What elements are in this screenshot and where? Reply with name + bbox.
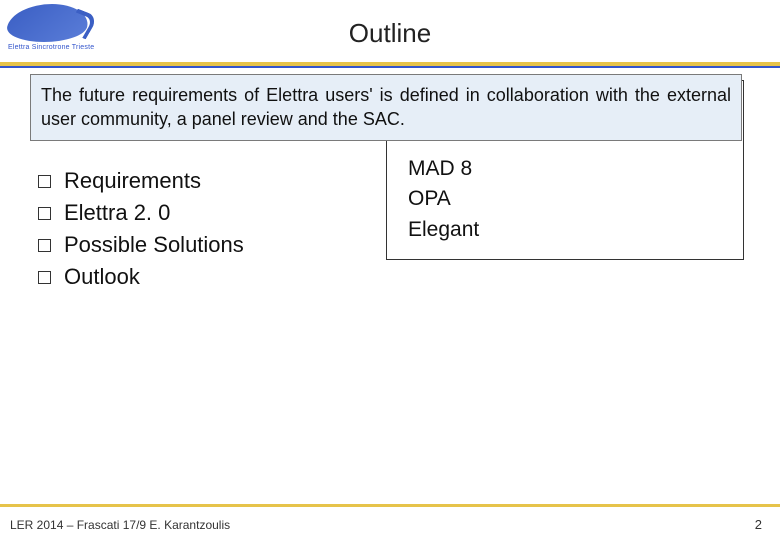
list-item-label: Elettra 2. 0 [64, 200, 170, 225]
list-item: Outlook [38, 264, 244, 290]
callout-box: The future requirements of Elettra users… [30, 74, 742, 141]
tools-list: MAD 8 OPA Elegant [386, 154, 744, 245]
callout-text: The future requirements of Elettra users… [41, 85, 731, 129]
page-number: 2 [755, 517, 762, 532]
list-item: Elettra 2. 0 [38, 200, 244, 226]
list-item: MAD 8 [408, 154, 744, 184]
list-item: Elegant [408, 215, 744, 245]
list-item-label: Outlook [64, 264, 140, 289]
header-yellow-rule [0, 62, 780, 66]
logo-text: Elettra Sincrotrone Trieste [8, 44, 118, 51]
list-item: OPA [408, 184, 744, 214]
footer-left-text: LER 2014 – Frascati 17/9 E. Karantzoulis [10, 518, 230, 532]
list-item: Possible Solutions [38, 232, 244, 258]
slide-body: The future requirements of Elettra users… [0, 68, 780, 488]
slide-header: Elettra Sincrotrone Trieste Outline [0, 0, 780, 68]
slide-footer: LER 2014 – Frascati 17/9 E. Karantzoulis… [0, 506, 780, 540]
list-item-label: Possible Solutions [64, 232, 244, 257]
outline-list: Requirements Elettra 2. 0 Possible Solut… [38, 168, 244, 296]
list-item-label: Requirements [64, 168, 201, 193]
logo-mark [4, 4, 92, 42]
footer-yellow-rule [0, 504, 780, 507]
list-item: Requirements [38, 168, 244, 194]
elettra-logo: Elettra Sincrotrone Trieste [8, 4, 118, 62]
